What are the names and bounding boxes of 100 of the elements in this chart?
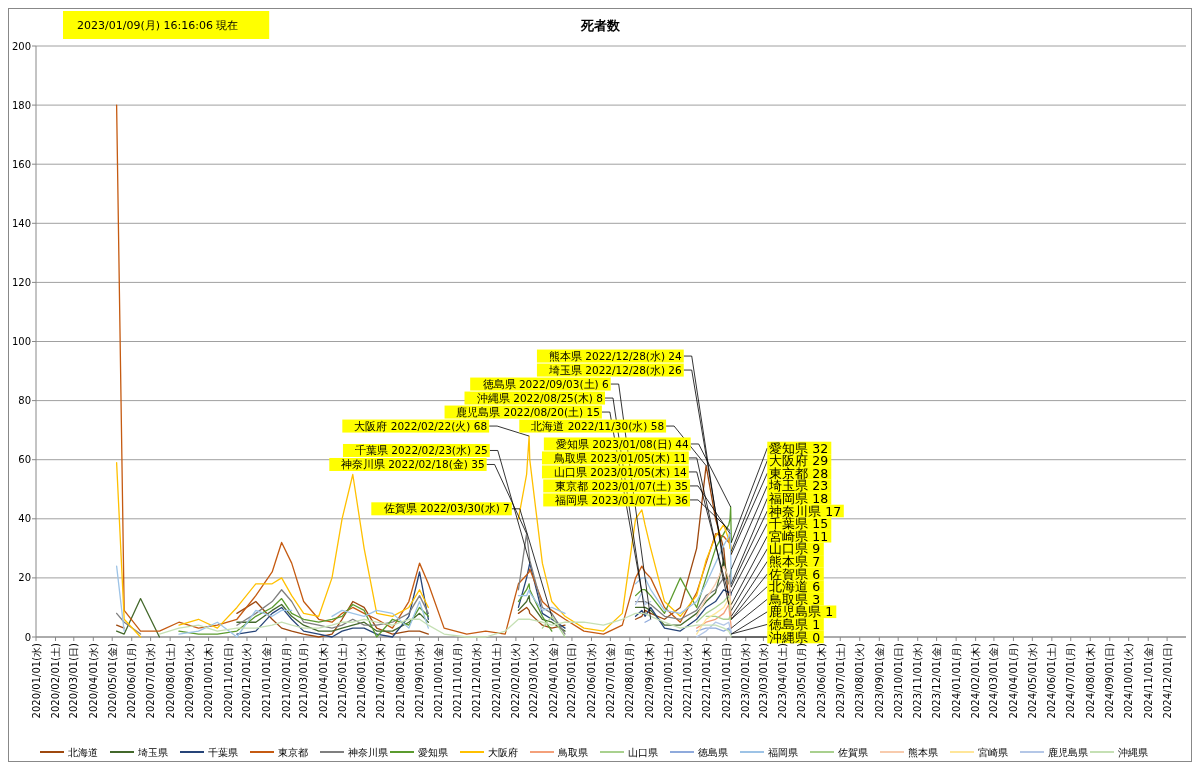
x-tick-label: 2024/10/01(火) — [1123, 642, 1135, 719]
x-tick-label: 2023/03/01(水) — [757, 642, 769, 719]
annotation: 福岡県 2023/01/07(土) 36 — [555, 493, 689, 506]
y-tick-label: 180 — [11, 99, 31, 111]
x-tick-label: 2023/07/01(土) — [834, 642, 846, 719]
annotation: 北海道 6 — [769, 579, 821, 595]
x-tick-label: 2024/04/01(月) — [1007, 642, 1019, 719]
annotation: 愛知県 32 — [769, 440, 829, 456]
x-tick-label: 2021/01/01(金) — [261, 642, 272, 719]
legend-label: 愛知県 — [418, 746, 448, 758]
annotation: 大阪府 2022/02/22(火) 68 — [354, 419, 488, 432]
annotation: 北海道 2022/11/30(水) 58 — [531, 419, 665, 432]
y-tick-label: 160 — [11, 158, 31, 170]
x-tick-label: 2024/06/01(土) — [1046, 642, 1058, 719]
x-tick-label: 2024/02/01(木) — [970, 642, 982, 719]
y-tick-label: 60 — [18, 454, 31, 466]
x-tick-label: 2022/10/01(土) — [662, 642, 674, 719]
x-tick-label: 2020/08/01(土) — [164, 642, 176, 719]
x-tick-label: 2023/08/01(火) — [854, 642, 866, 719]
y-tick-label: 140 — [11, 217, 31, 229]
annotation: 鹿児島県 2022/08/20(土) 15 — [456, 405, 600, 418]
x-tick-label: 2022/02/01(火) — [510, 642, 522, 719]
x-tick-label: 2020/04/01(水) — [87, 642, 99, 719]
legend-label: 徳島県 — [698, 746, 728, 758]
x-tick-label: 2021/05/01(土) — [336, 642, 348, 719]
chart-title: 死者数 — [579, 18, 621, 33]
x-tick-label: 2022/01/01(土) — [490, 642, 502, 719]
legend-label: 東京都 — [278, 746, 308, 758]
x-tick-label: 2023/06/01(木) — [815, 642, 827, 719]
x-tick-label: 2024/03/01(金) — [988, 642, 1000, 719]
x-tick-label: 2024/01/01(月) — [950, 642, 962, 719]
x-tick-label: 2021/08/01(日) — [394, 642, 406, 719]
x-tick-label: 2023/09/01(金) — [873, 642, 885, 719]
annotation: 沖縄県 2022/08/25(木) 8 — [476, 391, 604, 404]
x-tick-label: 2023/02/01(水) — [740, 642, 752, 719]
x-tick-label: 2020/05/01(金) — [106, 642, 118, 719]
annotation: 千葉県 2022/02/23(水) 25 — [355, 444, 488, 457]
x-tick-label: 2022/06/01(水) — [585, 642, 597, 719]
y-tick-label: 40 — [18, 513, 31, 525]
x-tick-label: 2022/05/01(日) — [566, 642, 578, 719]
x-tick-label: 2023/10/01(日) — [892, 642, 904, 719]
y-tick-label: 80 — [18, 395, 31, 407]
x-tick-label: 2024/08/01(木) — [1084, 642, 1096, 719]
y-tick-label: 120 — [11, 276, 31, 288]
x-tick-label: 2023/12/01(金) — [931, 642, 943, 719]
x-tick-label: 2021/02/01(月) — [280, 642, 292, 719]
legend-label: 鹿児島県 — [1048, 746, 1088, 758]
annotation: 山口県 2023/01/05(木) 14 — [554, 465, 688, 478]
x-tick-label: 2020/07/01(水) — [145, 642, 157, 719]
x-tick-label: 2022/11/01(火) — [682, 642, 694, 719]
text: 2023/01/09(月) 16:16:06 現在 — [77, 19, 239, 32]
x-tick-label: 2022/08/01(月) — [624, 642, 636, 719]
legend-label: 佐賀県 — [838, 746, 868, 758]
x-tick-label: 2021/09/01(水) — [414, 642, 426, 719]
legend-label: 福岡県 — [768, 746, 798, 758]
legend-label: 宮崎県 — [978, 746, 1008, 758]
legend-label: 千葉県 — [208, 746, 238, 758]
x-tick-label: 2021/04/01(木) — [317, 642, 329, 719]
legend-label: 北海道 — [68, 746, 98, 758]
x-tick-label: 2024/09/01(日) — [1104, 642, 1116, 719]
annotation: 熊本県 2022/12/28(水) 24 — [548, 349, 683, 362]
x-tick-label: 2020/10/01(木) — [203, 642, 215, 719]
x-tick-label: 2023/11/01(水) — [912, 642, 924, 719]
x-tick-label: 2022/07/01(金) — [604, 642, 616, 719]
legend-label: 熊本県 — [908, 746, 938, 758]
x-tick-label: 2021/06/01(火) — [356, 642, 368, 719]
y-tick-label: 100 — [11, 336, 31, 347]
x-tick-label: 2021/07/01(木) — [375, 642, 386, 719]
annotation: 東京都 2023/01/07(土) 35 — [555, 479, 689, 492]
annotation: 鳥取県 2023/01/05(木) 11 — [553, 451, 687, 464]
x-tick-label: 2020/03/01(日) — [68, 642, 80, 719]
legend-label: 山口県 — [628, 746, 658, 758]
y-tick-label: 200 — [11, 40, 31, 52]
annotation: 佐賀県 2022/03/30(水) 7 — [383, 502, 510, 515]
annotation: 徳島県 2022/09/03(土) 6 — [482, 377, 609, 390]
x-tick-label: 2020/11/01(日) — [222, 642, 234, 719]
y-tick-label: 0 — [24, 631, 31, 643]
x-tick-label: 2021/10/01(金) — [432, 642, 444, 719]
legend-label: 鳥取県 — [557, 746, 588, 758]
annotation: 埼玉県 2022/12/28(水) 26 — [547, 363, 683, 376]
x-tick-label: 2020/06/01(月) — [126, 642, 138, 719]
x-tick-label: 2022/03/01(火) — [528, 642, 540, 719]
x-tick-label: 2024/07/01(月) — [1065, 642, 1077, 719]
legend-label: 神奈川県 — [348, 746, 388, 758]
x-tick-label: 2022/09/01(木) — [643, 642, 655, 719]
x-tick-label: 2022/12/01(木) — [701, 642, 713, 719]
legend-label: 沖縄県 — [1118, 746, 1148, 758]
x-tick-label: 2022/04/01(金) — [547, 642, 559, 719]
x-tick-label: 2021/11/01(月) — [452, 642, 464, 719]
x-tick-label: 2020/09/01(火) — [184, 642, 196, 719]
x-tick-label: 2021/12/01(水) — [471, 642, 483, 719]
x-tick-label: 2024/12/01(日) — [1161, 642, 1173, 719]
legend-label: 埼玉県 — [137, 746, 168, 758]
x-tick-label: 2020/01/01(水) — [30, 642, 42, 719]
x-tick-label: 2023/01/01(日) — [720, 642, 732, 719]
x-tick-label: 2021/03/01(月) — [298, 642, 310, 719]
annotation: 愛知県 2023/01/08(日) 44 — [555, 437, 689, 450]
x-tick-label: 2024/11/01(金) — [1142, 642, 1154, 719]
annotation: 神奈川県 2022/02/18(金) 35 — [340, 458, 485, 471]
x-tick-label: 2020/12/01(火) — [241, 642, 253, 719]
